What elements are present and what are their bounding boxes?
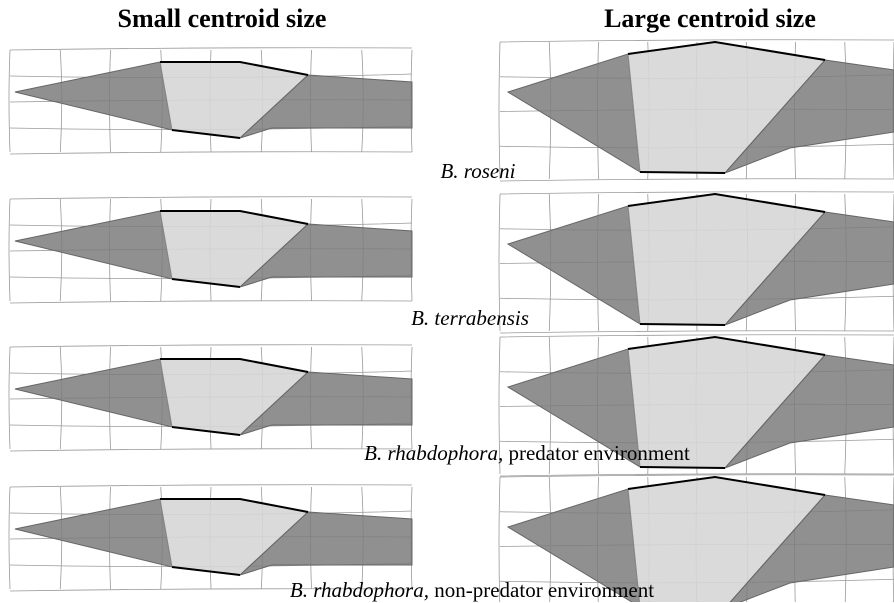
grid-line <box>10 345 412 347</box>
grid-line <box>10 152 412 154</box>
environment: predator environment <box>508 441 689 465</box>
panels <box>0 0 894 602</box>
grid-line <box>10 197 412 199</box>
grid-line <box>10 485 412 487</box>
grid-line <box>9 199 10 301</box>
species: B. rhabdophora, <box>364 441 503 465</box>
outline <box>640 172 725 173</box>
species: B. rhabdophora, <box>290 578 429 602</box>
outline <box>640 467 725 468</box>
grid-line <box>500 179 894 181</box>
grid-line <box>500 192 894 194</box>
grid-line <box>500 40 894 42</box>
outline <box>640 324 725 325</box>
shape-region <box>508 54 640 172</box>
figure: Small centroid size Large centroid size … <box>0 0 894 602</box>
species: B. terrabensis <box>411 306 529 330</box>
grid-line <box>9 50 10 152</box>
column-header: Small centroid size <box>22 4 422 34</box>
grid-line <box>10 449 412 451</box>
grid-line <box>9 347 10 449</box>
species: B. roseni <box>440 159 515 183</box>
shape-region <box>15 211 172 279</box>
column-header: Large centroid size <box>510 4 894 34</box>
shape-region <box>15 499 172 567</box>
grid-line <box>10 301 412 303</box>
shape-region <box>15 62 172 130</box>
row-label: B. rhabdophora, predator environment <box>364 441 690 466</box>
grid-line <box>9 487 10 589</box>
grid-line <box>500 335 894 337</box>
environment: non-predator environment <box>434 578 654 602</box>
shape-region <box>15 359 172 427</box>
row-label: B. roseni <box>440 159 515 184</box>
row-label: B. rhabdophora, non-predator environment <box>290 578 654 603</box>
row-label: B. terrabensis <box>411 306 529 331</box>
grid-line <box>500 331 894 333</box>
grid-line <box>10 48 412 50</box>
